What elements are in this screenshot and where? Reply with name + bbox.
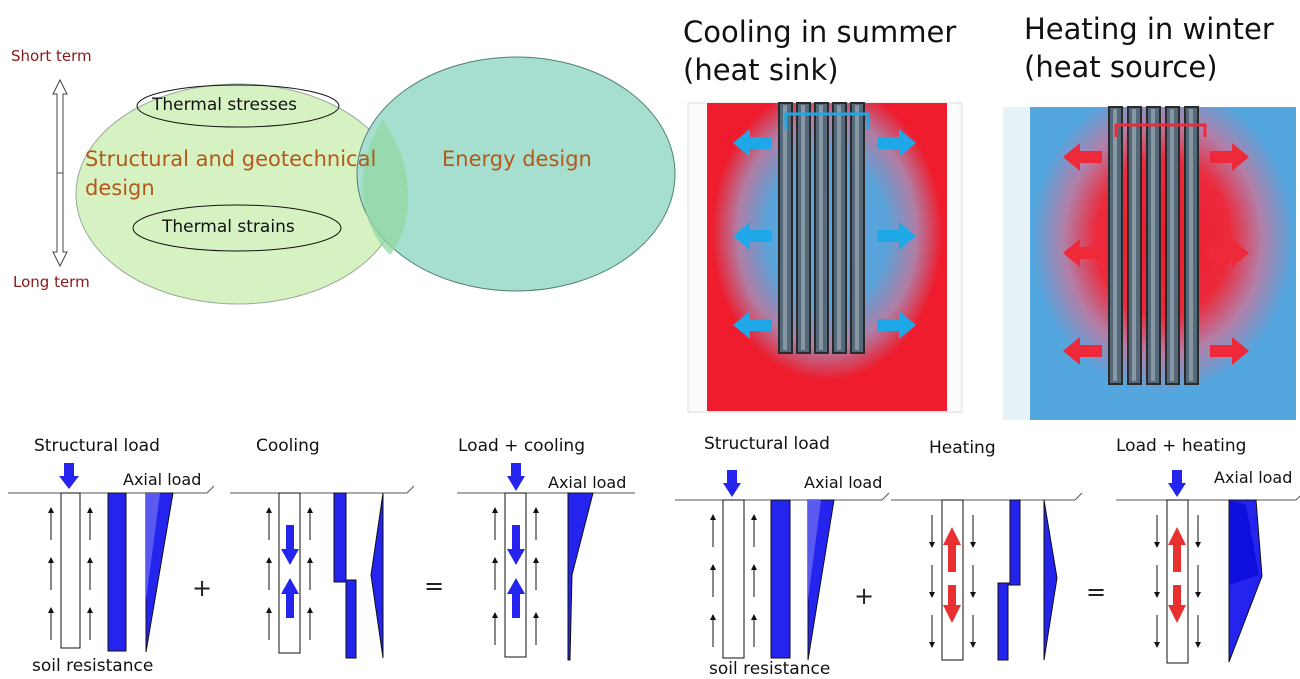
thermal-stresses-label: Thermal stresses [152,95,298,115]
heating-title-line: Heating in winter [1024,12,1274,46]
axial-load-label-4: Axial load [804,473,883,492]
heating-subtitle-line: (heat source) [1024,50,1218,84]
title-structural-load-1: Structural load [34,436,160,456]
heat-exchange-images [687,102,1296,420]
panel-structural-load-2 [675,470,890,661]
panel-heating [891,492,1083,661]
panel-load-heating [1116,470,1300,664]
plus-operator-2: + [854,582,875,610]
thermal-stresses-ellipse [136,84,340,128]
cooling-title: Cooling in summer (heat sink) [683,13,956,89]
axial-load-step [333,492,357,659]
soil-resistance-label-2: soil resistance [709,659,831,679]
axial-load-bar [107,492,127,652]
combined-axial-load [567,492,594,661]
venn-overlap [362,120,409,255]
energy-design-label: Energy design [442,147,592,171]
axial-load-label-1: Axial load [123,470,202,489]
cooling-image [687,102,963,413]
shaft-friction-arrows [48,507,93,640]
title-structural-load-2: Structural load [704,434,830,454]
axial-load-wedge [370,492,384,659]
structural-design-label: Structural and geotechnical design [85,147,377,200]
equals-operator-1: = [424,572,445,600]
panel-structural-load-1 [8,463,215,653]
axial-load-label-3: Axial load [548,473,627,492]
plus-operator-1: + [192,574,213,602]
cooling-arrows [733,129,916,339]
time-scale-arrow [52,78,68,268]
venn-diagram [52,56,676,305]
contraction-arrow-down [281,525,299,565]
short-term-label: Short term [11,47,92,65]
soil-resistance-label-1: soil resistance [32,656,154,676]
thermal-strains-label: Thermal strains [162,217,295,237]
heating-arrows [1063,143,1249,365]
cooling-title-line: Cooling in summer [683,15,957,49]
title-load-cooling: Load + cooling [458,436,585,456]
contraction-arrow-up [281,578,299,618]
title-heating: Heating [929,438,996,458]
heating-title: Heating in winter (heat source) [1024,10,1274,86]
long-term-label: Long term [13,273,90,291]
energy-design-circle [356,56,676,292]
heating-header-pipe [1114,123,1207,137]
panel-cooling [230,485,415,659]
equals-operator-2: = [1086,578,1107,606]
title-load-heating: Load + heating [1116,436,1247,456]
expansion-arrow-down [943,585,961,623]
axial-load-label-6: Axial load [1214,468,1293,487]
thermal-strains-ellipse [132,204,342,252]
panel-load-cooling [457,463,635,661]
cooling-header-pipe [784,112,870,130]
expansion-arrow-up [943,527,961,572]
load-arrow [59,463,79,489]
cooling-subtitle-line: (heat sink) [683,53,839,87]
title-cooling: Cooling [256,436,320,456]
heating-image [1003,106,1296,420]
